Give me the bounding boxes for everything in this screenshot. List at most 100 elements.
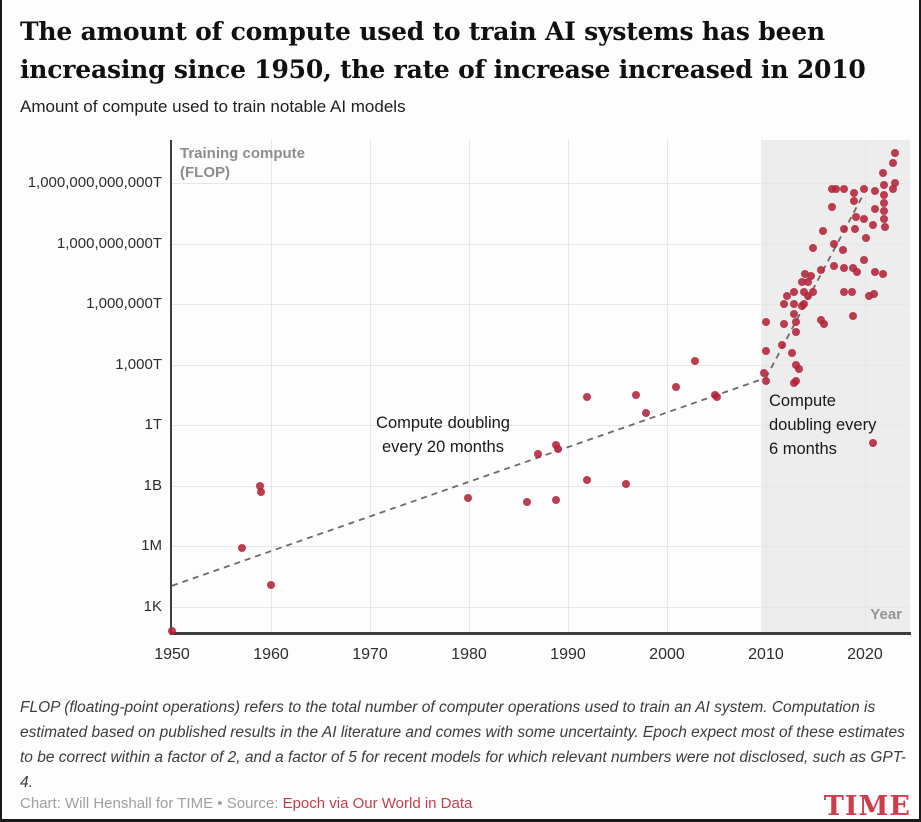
- data-point: [879, 207, 888, 216]
- data-point: [168, 627, 176, 636]
- data-point: [828, 203, 837, 212]
- gridline-vertical: [864, 140, 866, 632]
- data-point: [840, 185, 849, 194]
- data-point: [794, 364, 803, 373]
- data-point: [830, 261, 839, 270]
- gridline-horizontal: [172, 606, 910, 608]
- data-point: [534, 449, 543, 458]
- gridline-vertical: [567, 140, 569, 632]
- data-point: [890, 148, 899, 157]
- data-point: [779, 320, 788, 329]
- plot-area: Training compute (FLOP) Year Compute dou…: [168, 140, 911, 636]
- data-point: [850, 197, 859, 206]
- annotation-doubling-20-months: Compute doubling every 20 months: [376, 414, 510, 456]
- data-point: [791, 376, 800, 385]
- data-point: [879, 199, 888, 208]
- data-point: [817, 316, 826, 325]
- y-tick-label: 1B: [143, 476, 162, 494]
- y-tick-label: 1,000,000,000T: [56, 234, 162, 252]
- gridline-vertical: [468, 140, 470, 632]
- gridline-vertical: [369, 140, 371, 632]
- data-point: [888, 185, 897, 194]
- y-tick-label: 1,000,000,000,000T: [27, 174, 162, 191]
- data-point: [632, 390, 641, 399]
- gridline-vertical: [270, 140, 272, 632]
- x-tick-label: 1990: [550, 646, 586, 663]
- trend-lines: [171, 194, 864, 587]
- data-point: [888, 158, 897, 167]
- x-tick-label: 1970: [352, 646, 388, 663]
- data-point: [799, 288, 808, 297]
- data-point: [523, 497, 532, 506]
- data-point: [642, 409, 651, 418]
- data-point: [839, 245, 848, 254]
- data-point: [809, 243, 818, 252]
- data-point: [859, 215, 868, 224]
- data-point: [256, 481, 265, 490]
- data-point: [582, 475, 591, 484]
- data-point: [817, 265, 826, 274]
- x-tick-label: 1950: [154, 646, 190, 663]
- time-logo: TIME: [823, 791, 911, 822]
- trend-line-doubling-every-6-months: [765, 194, 864, 379]
- data-point: [690, 356, 699, 365]
- y-axis-title: Training compute (FLOP): [180, 145, 306, 181]
- gridline-horizontal: [172, 364, 910, 366]
- data-point: [761, 318, 770, 327]
- data-point: [759, 368, 768, 377]
- data-point: [851, 225, 860, 234]
- data-point: [864, 292, 873, 301]
- y-tick-label: 1M: [141, 537, 162, 555]
- data-point: [787, 348, 796, 357]
- y-tick-label: 1,000T: [115, 355, 162, 373]
- y-axis-line: [170, 140, 172, 634]
- credit-line: Chart: Will Henshall for TIME • Source: …: [20, 795, 472, 812]
- gridline-horizontal: [172, 425, 910, 427]
- annotation-doubling-6-months: Compute doubling every 6 months: [769, 392, 877, 458]
- data-point: [890, 179, 899, 187]
- data-point: [848, 288, 857, 297]
- y-tick-label: 1,000,000T: [86, 295, 162, 313]
- data-point: [238, 544, 247, 553]
- data-point: [779, 300, 788, 309]
- data-point: [797, 277, 806, 286]
- trend-line-doubling-every-20-months: [171, 376, 767, 587]
- data-point: [879, 215, 888, 224]
- data-point: [761, 346, 770, 355]
- data-point: [840, 225, 849, 234]
- y-tick-label: 1T: [144, 416, 162, 434]
- data-point: [789, 288, 798, 297]
- data-point: [870, 187, 879, 196]
- x-tick-label: 1980: [451, 646, 487, 663]
- gridline-horizontal: [172, 546, 910, 548]
- data-point: [791, 318, 800, 327]
- data-point: [791, 360, 800, 369]
- data-point: [791, 328, 800, 337]
- data-point: [582, 393, 591, 401]
- data-point: [809, 288, 818, 297]
- data-point: [777, 340, 786, 349]
- chart-subtitle: Amount of compute used to train notable …: [20, 97, 406, 116]
- compute-scatter-chart: Training compute (FLOP) Year Compute dou…: [2, 135, 921, 675]
- x-tick-label: 1960: [253, 646, 289, 663]
- data-point: [859, 185, 868, 194]
- data-point: [552, 495, 561, 504]
- data-point: [820, 320, 829, 329]
- data-point: [806, 271, 815, 280]
- data-point: [840, 288, 849, 297]
- data-point: [819, 227, 828, 236]
- data-point: [852, 213, 861, 222]
- source-link[interactable]: Epoch via Our World in Data: [282, 795, 473, 812]
- data-point: [868, 221, 877, 230]
- x-tick-label: 2010: [748, 646, 784, 663]
- data-point: [880, 223, 889, 232]
- x-tick-label: 2020: [847, 646, 883, 663]
- data-point: [859, 255, 868, 264]
- data-point: [861, 233, 870, 242]
- data-point: [622, 479, 631, 488]
- data-point: [803, 292, 812, 301]
- data-point: [849, 312, 858, 321]
- data-point: [830, 239, 839, 248]
- data-point: [853, 267, 862, 276]
